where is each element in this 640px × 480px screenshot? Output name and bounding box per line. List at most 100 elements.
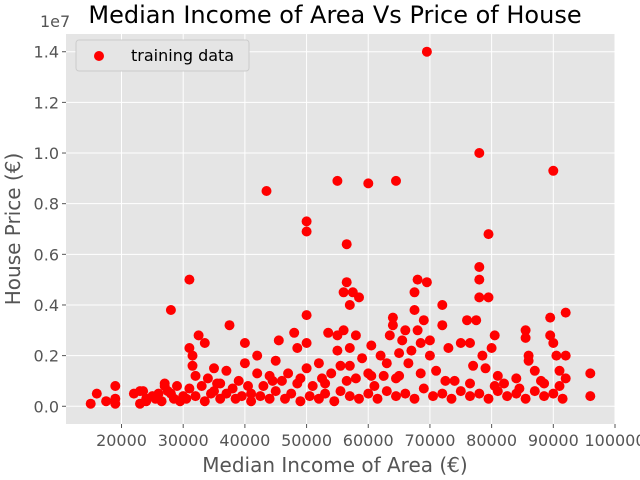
data-point bbox=[313, 358, 324, 369]
data-point bbox=[486, 343, 497, 353]
data-point bbox=[354, 292, 364, 303]
data-point bbox=[354, 393, 364, 404]
data-point bbox=[101, 396, 112, 407]
data-point bbox=[465, 338, 475, 348]
data-point bbox=[415, 338, 426, 348]
data-point bbox=[421, 46, 432, 57]
data-point bbox=[462, 315, 472, 326]
data-point bbox=[270, 355, 281, 366]
data-point bbox=[252, 368, 263, 379]
y-tick-label: 1.0 bbox=[34, 144, 59, 163]
data-point bbox=[443, 343, 454, 353]
data-point bbox=[292, 343, 303, 353]
data-point bbox=[301, 216, 312, 227]
data-point bbox=[344, 300, 355, 310]
grid bbox=[66, 34, 616, 424]
data-point bbox=[307, 381, 318, 391]
data-point bbox=[341, 277, 352, 288]
data-point bbox=[141, 396, 152, 407]
data-point bbox=[335, 360, 346, 371]
data-point bbox=[520, 332, 531, 343]
data-point bbox=[560, 307, 571, 318]
data-point bbox=[172, 381, 182, 391]
data-point bbox=[551, 350, 562, 361]
data-point bbox=[156, 396, 167, 407]
data-point bbox=[276, 375, 287, 386]
y-tick-label: 0.4 bbox=[34, 296, 59, 315]
data-point bbox=[406, 345, 417, 356]
y-axis-label: House Price (€) bbox=[1, 153, 25, 306]
data-point bbox=[283, 368, 294, 379]
data-point bbox=[190, 370, 201, 381]
data-point bbox=[489, 381, 500, 391]
data-point bbox=[545, 312, 556, 323]
data-point bbox=[295, 396, 306, 407]
x-tick-label: 90000 bbox=[528, 431, 579, 450]
data-point bbox=[474, 274, 485, 285]
data-point bbox=[403, 358, 414, 369]
data-point bbox=[529, 365, 540, 376]
y-tick-label: 0.6 bbox=[34, 245, 59, 264]
data-point bbox=[412, 274, 423, 285]
y-offset-text: 1e7 bbox=[40, 12, 70, 31]
data-point bbox=[391, 373, 401, 384]
legend-label: training data bbox=[131, 46, 234, 65]
data-point bbox=[286, 388, 297, 399]
data-point bbox=[246, 396, 257, 407]
legend-marker bbox=[94, 51, 104, 61]
data-point bbox=[246, 388, 257, 399]
data-point bbox=[341, 375, 352, 386]
data-point bbox=[190, 391, 201, 402]
data-point bbox=[193, 330, 204, 341]
data-point bbox=[424, 350, 435, 361]
data-point bbox=[400, 388, 411, 399]
data-point bbox=[85, 398, 96, 409]
data-point bbox=[468, 360, 479, 371]
data-point bbox=[332, 345, 343, 356]
x-tick-label: 60000 bbox=[343, 431, 394, 450]
data-point bbox=[492, 370, 503, 381]
data-point bbox=[585, 368, 596, 379]
x-tick-label: 70000 bbox=[404, 431, 455, 450]
data-point bbox=[424, 335, 435, 346]
data-point bbox=[483, 393, 494, 404]
data-point bbox=[449, 375, 460, 386]
data-point bbox=[212, 378, 223, 389]
data-point bbox=[372, 393, 383, 404]
x-tick-label: 50000 bbox=[281, 431, 332, 450]
data-point bbox=[209, 363, 219, 374]
data-point bbox=[483, 292, 494, 303]
data-point bbox=[91, 388, 102, 399]
data-point bbox=[391, 391, 401, 402]
data-point bbox=[344, 343, 355, 353]
x-tick-label: 40000 bbox=[219, 431, 270, 450]
y-tick-label: 1.2 bbox=[34, 93, 59, 112]
data-points bbox=[85, 46, 596, 409]
data-point bbox=[301, 226, 312, 237]
data-point bbox=[267, 375, 278, 386]
data-point bbox=[350, 330, 361, 341]
data-point bbox=[483, 229, 494, 240]
data-point bbox=[465, 391, 475, 402]
data-point bbox=[511, 373, 522, 384]
data-point bbox=[409, 287, 420, 298]
data-point bbox=[243, 381, 253, 391]
data-point bbox=[181, 393, 192, 404]
x-tick-label: 20000 bbox=[96, 431, 147, 450]
data-point bbox=[378, 370, 389, 381]
data-point bbox=[474, 262, 485, 272]
data-point bbox=[394, 348, 405, 359]
data-point bbox=[545, 330, 556, 341]
data-point bbox=[350, 373, 361, 384]
data-point bbox=[514, 383, 525, 394]
data-point bbox=[529, 386, 540, 397]
y-tick-label: 0.0 bbox=[34, 397, 59, 416]
data-point bbox=[221, 365, 232, 376]
data-point bbox=[338, 287, 349, 298]
data-point bbox=[363, 388, 374, 399]
data-point bbox=[554, 365, 565, 376]
data-point bbox=[329, 396, 340, 407]
x-tick-label: 100000 bbox=[584, 431, 640, 450]
data-point bbox=[206, 388, 216, 399]
data-point bbox=[418, 383, 429, 394]
